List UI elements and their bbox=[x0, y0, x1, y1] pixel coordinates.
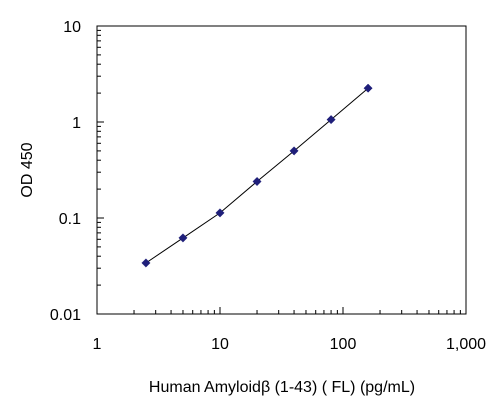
x-tick-label: 10 bbox=[211, 336, 229, 353]
y-tick-label: 1 bbox=[72, 115, 81, 132]
x-axis: 1 10 100 1,000 bbox=[93, 307, 486, 353]
data-point bbox=[289, 146, 299, 156]
data-point bbox=[141, 258, 151, 268]
y-axis: 0.01 0.1 1 10 bbox=[50, 19, 104, 324]
x-tick-label: 100 bbox=[330, 336, 357, 353]
x-tick-label: 1 bbox=[93, 336, 102, 353]
y-tick-label: 10 bbox=[63, 19, 81, 36]
x-axis-title: Human Amyloidβ (1-43) ( FL) (pg/mL) bbox=[149, 379, 415, 396]
x-tick-label: 1,000 bbox=[446, 336, 486, 353]
plot-border bbox=[96, 25, 467, 315]
data-point bbox=[363, 83, 373, 93]
y-axis-title: OD 450 bbox=[19, 142, 36, 197]
data-point bbox=[215, 208, 225, 218]
y-tick-label: 0.1 bbox=[59, 211, 81, 228]
data-points bbox=[141, 83, 373, 268]
data-point bbox=[178, 233, 188, 243]
plot-area bbox=[96, 25, 467, 315]
data-point bbox=[326, 115, 336, 125]
data-point bbox=[252, 176, 262, 187]
y-tick-label: 0.01 bbox=[50, 307, 81, 324]
